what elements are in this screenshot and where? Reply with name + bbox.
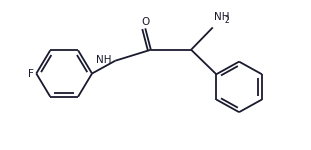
Text: 2: 2 (225, 16, 229, 25)
Text: F: F (28, 69, 34, 78)
Text: NH: NH (96, 55, 112, 65)
Text: O: O (141, 17, 149, 27)
Text: NH: NH (214, 12, 230, 22)
